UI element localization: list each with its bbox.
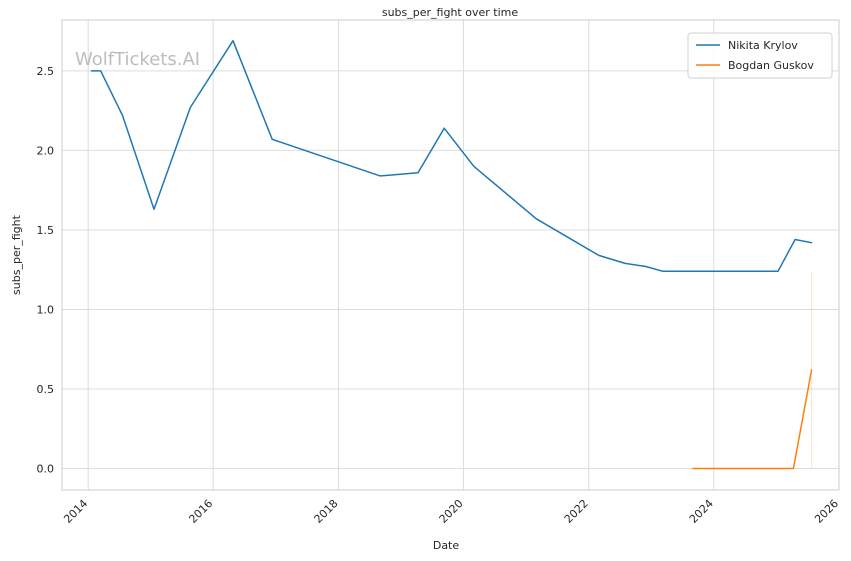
x-tick-label: 2016 (186, 497, 215, 526)
y-tick-label: 1.0 (37, 303, 55, 316)
chart-title: subs_per_fight over time (382, 6, 518, 19)
y-tick-label: 2.5 (37, 65, 55, 78)
x-tick-label: 2014 (61, 497, 90, 526)
x-tick-label: 2024 (687, 497, 716, 526)
y-tick-label: 0.5 (37, 383, 55, 396)
plot-background (62, 20, 839, 490)
x-tick-label: 2020 (437, 497, 466, 526)
x-tick-label: 2018 (312, 497, 341, 526)
legend-box (687, 32, 833, 79)
y-tick-label: 1.5 (37, 224, 55, 237)
x-tick-label: 2026 (812, 497, 841, 526)
y-tick-label: 0.0 (37, 463, 55, 476)
series-layer (90, 39, 813, 470)
watermark: WolfTickets.AI (75, 49, 200, 70)
y-tick-label: 2.0 (37, 144, 55, 157)
legend-label-nikita-krylov: Nikita Krylov (728, 39, 798, 52)
series-line-bogdan-guskov (692, 369, 813, 470)
plot-frame (61, 19, 840, 491)
series-line-nikita-krylov (90, 39, 813, 273)
x-tick-label: 2022 (562, 497, 591, 526)
x-axis-label: Date (433, 539, 460, 552)
legend-label-bogdan-guskov: Bogdan Guskov (728, 59, 814, 72)
y-axis-label: subs_per_fight (10, 214, 23, 295)
legend: Nikita Krylov Bogdan Guskov (687, 32, 833, 79)
